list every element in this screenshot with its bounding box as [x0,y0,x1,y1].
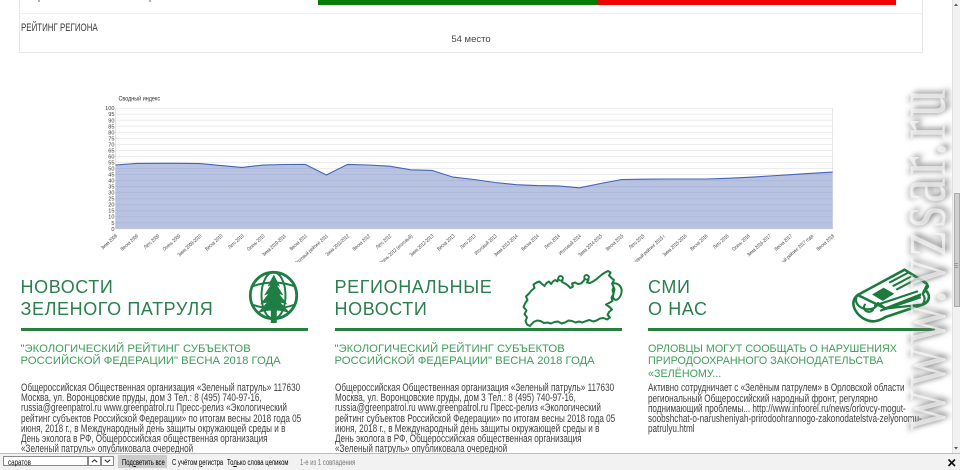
svg-text:Весна 2011: Весна 2011 [288,233,308,252]
svg-text:30: 30 [108,191,114,197]
svg-text:Лето 2013: Лето 2013 [459,233,477,250]
svg-text:Весна 2010: Весна 2010 [204,233,224,252]
svg-text:Весна 2017: Весна 2017 [773,233,793,252]
svg-text:65: 65 [108,148,114,154]
svg-text:Весна 2016: Весна 2016 [689,233,709,252]
svg-text:Весна 2012: Весна 2012 [352,233,372,252]
svg-text:35: 35 [108,185,114,191]
svg-text:Зима 2008: Зима 2008 [100,233,119,251]
svg-text:Лето 2016: Лето 2016 [712,233,730,250]
svg-text:25: 25 [108,197,114,203]
svg-text:15: 15 [108,209,114,215]
svg-text:Весна 2009: Весна 2009 [120,233,140,252]
svg-text:Лето 2009: Лето 2009 [143,233,161,250]
svg-text:Итоговый рейтинг 2011: Итоговый рейтинг 2011 [292,232,329,262]
svg-text:Осень 2010: Осень 2010 [246,233,266,252]
svg-text:100: 100 [105,106,114,112]
svg-text:Сводный индекс: Сводный индекс [119,95,161,103]
svg-text:Осень 2012 (итоговый): Осень 2012 (итоговый) [377,232,414,262]
svg-text:45: 45 [108,173,114,179]
svg-text:Весна 2015: Весна 2015 [605,233,625,252]
svg-text:10: 10 [108,215,114,221]
svg-text:5: 5 [111,221,114,227]
svg-text:Лето 2010: Лето 2010 [227,233,245,250]
svg-text:75: 75 [108,136,114,142]
svg-text:70: 70 [108,142,114,148]
svg-text:0: 0 [111,227,114,233]
svg-text:60: 60 [108,154,114,160]
svg-text:50: 50 [108,167,114,173]
svg-text:Осень 2009: Осень 2009 [162,233,182,252]
svg-text:20: 20 [108,203,114,209]
svg-text:95: 95 [108,112,114,118]
svg-text:40: 40 [108,179,114,185]
svg-text:Весна 2018: Весна 2018 [816,233,836,252]
svg-text:Весна 2014: Весна 2014 [520,233,540,252]
svg-text:55: 55 [108,161,114,167]
svg-text:Лето 2015: Лето 2015 [628,233,646,250]
svg-text:Весна 2013: Весна 2013 [436,233,456,252]
svg-text:80: 80 [108,130,114,136]
svg-text:Осень 2016: Осень 2016 [731,233,751,252]
svg-text:90: 90 [108,118,114,124]
svg-text:85: 85 [108,124,114,130]
svg-text:Лето 2014: Лето 2014 [543,233,561,250]
svg-text:Лето 2012: Лето 2012 [375,233,393,250]
